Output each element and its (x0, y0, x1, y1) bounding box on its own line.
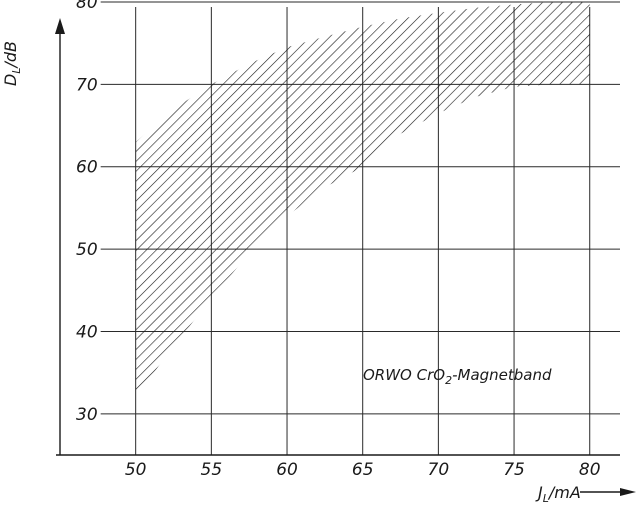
x-tick-label: 75 (503, 460, 525, 480)
x-tick-label: 60 (276, 460, 298, 480)
x-tick-label: 80 (579, 460, 601, 480)
tick-labels: 50 55 60 65 70 75 80 30 40 50 60 70 80 (76, 0, 601, 480)
y-tick-label: 40 (76, 322, 98, 342)
x-tick-label: 55 (201, 460, 223, 480)
x-tick-label: 70 (428, 460, 450, 480)
data-band (135, 2, 590, 398)
hatched-range (135, 2, 590, 398)
y-tick-label: 30 (76, 405, 98, 425)
x-axis-label: JL/mA (535, 483, 581, 505)
x-axis-arrow (620, 488, 636, 496)
svg-text:ORWO CrO2-Magnetband: ORWO CrO2-Magnetband (363, 366, 552, 387)
axes (55, 18, 636, 496)
svg-text:JL/mA: JL/mA (535, 483, 581, 505)
y-tick-label: 60 (76, 158, 98, 178)
y-tick-label: 70 (76, 75, 98, 95)
chart-annotation: ORWO CrO2-Magnetband (363, 366, 552, 387)
y-tick-label: 50 (76, 240, 98, 260)
y-tick-label: 80 (76, 0, 98, 13)
x-tick-label: 50 (125, 460, 147, 480)
y-axis-arrow (55, 18, 65, 34)
x-tick-label: 65 (352, 460, 374, 480)
svg-text:DL/dB: DL/dB (1, 41, 23, 86)
y-axis-label: DL/dB (1, 41, 23, 86)
